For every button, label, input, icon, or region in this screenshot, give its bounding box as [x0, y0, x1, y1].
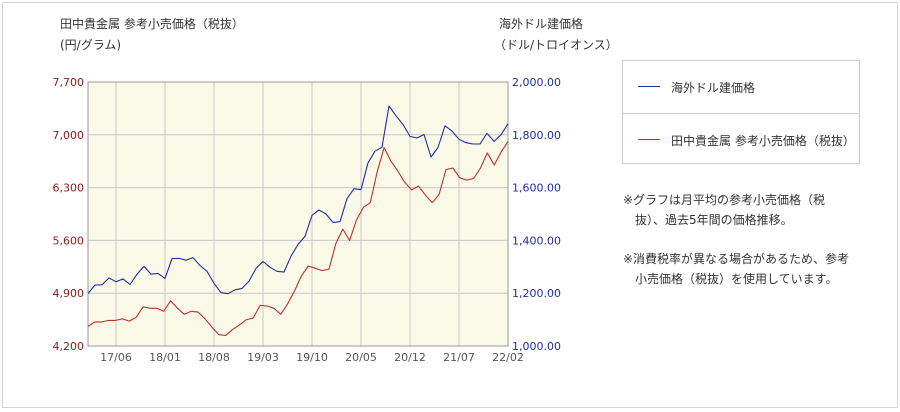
- right-tick-label: 1,000.00: [512, 340, 561, 353]
- chart-legend: 海外ドル建価格 田中貴金属 参考小売価格（税抜）: [622, 60, 860, 164]
- note-2-line-1: ※消費税率が異なる場合があるため、参考: [623, 252, 850, 266]
- x-tick-label: 22/02: [492, 351, 524, 364]
- left-tick-label: 7,700: [53, 76, 85, 89]
- note-1-line-2: 抜）、過去5年間の価格推移。: [635, 213, 793, 227]
- legend-item-usd: 海外ドル建価格: [623, 61, 859, 113]
- note-graph-description: ※グラフは月平均の参考小売価格（税 抜）、過去5年間の価格推移。: [623, 190, 825, 230]
- right-tick-label: 1,400.00: [512, 234, 561, 247]
- right-tick-label: 1,800.00: [512, 129, 561, 142]
- series-line-jpy: [87, 141, 509, 336]
- legend-label-jpy: 田中貴金属 参考小売価格（税抜）: [671, 134, 855, 148]
- left-axis-unit: (円/グラム): [60, 38, 122, 52]
- x-tick-label: 17/06: [100, 351, 132, 364]
- note-1-line-1: ※グラフは月平均の参考小売価格（税: [623, 193, 826, 207]
- left-axis-title: 田中貴金属 参考小売価格（税抜）: [60, 17, 244, 31]
- right-tick-label: 1,200.00: [512, 287, 561, 300]
- note-tax-description: ※消費税率が異なる場合があるため、参考 小売価格（税抜）を使用しています。: [623, 249, 849, 289]
- x-tick-label: 21/07: [443, 351, 475, 364]
- right-tick-label: 2,000.00: [512, 76, 561, 89]
- x-tick-label: 20/12: [394, 351, 426, 364]
- left-tick-label: 4,200: [53, 340, 85, 353]
- x-tick-label: 18/08: [198, 351, 230, 364]
- right-axis-title: 海外ドル建価格: [499, 17, 584, 31]
- plot-area: [87, 81, 509, 347]
- left-tick-label: 7,000: [53, 129, 85, 142]
- legend-swatch-jpy: [638, 139, 660, 140]
- left-tick-label: 5,600: [53, 234, 85, 247]
- x-tick-label: 18/01: [149, 351, 181, 364]
- plot-border: [87, 81, 509, 347]
- left-tick-label: 6,300: [53, 182, 85, 195]
- x-tick-label: 19/03: [247, 351, 279, 364]
- right-tick-label: 1,600.00: [512, 182, 561, 195]
- legend-label-usd: 海外ドル建価格: [671, 81, 756, 95]
- series-line-usd: [87, 105, 509, 295]
- legend-swatch-usd: [638, 86, 660, 87]
- x-tick-label: 20/05: [345, 351, 377, 364]
- note-2-line-2: 小売価格（税抜）を使用しています。: [635, 272, 838, 286]
- x-tick-label: 19/10: [296, 351, 328, 364]
- right-axis-unit: （ドル/トロイオンス）: [494, 38, 618, 52]
- legend-item-jpy: 田中貴金属 参考小売価格（税抜）: [623, 113, 859, 166]
- left-tick-label: 4,900: [53, 287, 85, 300]
